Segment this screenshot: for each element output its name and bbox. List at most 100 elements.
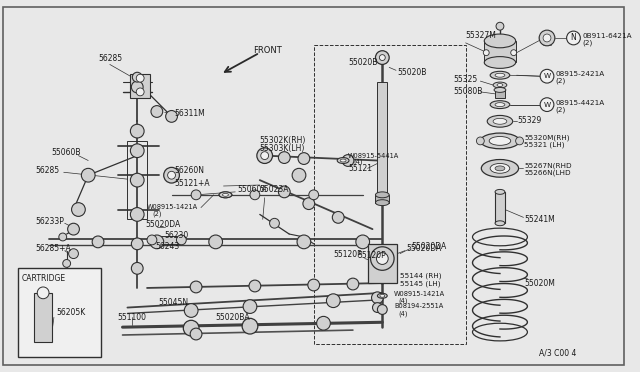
Circle shape — [543, 34, 551, 42]
Circle shape — [278, 152, 290, 163]
Text: 55302K(RH): 55302K(RH) — [260, 137, 306, 145]
Text: (4): (4) — [353, 158, 362, 165]
Circle shape — [249, 280, 260, 292]
Ellipse shape — [487, 115, 513, 127]
Text: FRONT: FRONT — [253, 46, 282, 55]
Text: 55325: 55325 — [453, 75, 477, 84]
Circle shape — [269, 218, 280, 228]
Ellipse shape — [495, 189, 505, 194]
Circle shape — [292, 169, 306, 182]
Circle shape — [132, 72, 142, 82]
Circle shape — [483, 50, 489, 56]
Ellipse shape — [219, 192, 232, 198]
Ellipse shape — [340, 159, 346, 162]
Circle shape — [168, 171, 175, 179]
Text: 56260N: 56260N — [175, 166, 205, 175]
Circle shape — [131, 124, 144, 138]
Circle shape — [131, 238, 143, 250]
Text: 08915-2421A: 08915-2421A — [556, 71, 605, 77]
Text: 55145 (LH): 55145 (LH) — [400, 281, 440, 287]
Text: 55320M(RH): 55320M(RH) — [524, 135, 570, 141]
Circle shape — [516, 137, 524, 145]
Text: 55267N(RHD: 55267N(RHD — [524, 162, 572, 169]
Text: (4): (4) — [398, 298, 408, 304]
Circle shape — [378, 305, 387, 314]
Circle shape — [511, 50, 516, 56]
Text: (4): (4) — [398, 310, 408, 317]
Text: 55120P: 55120P — [333, 250, 362, 259]
Circle shape — [190, 328, 202, 340]
Text: 56285+A: 56285+A — [35, 244, 71, 253]
Text: 55144 (RH): 55144 (RH) — [400, 273, 442, 279]
Circle shape — [540, 69, 554, 83]
Circle shape — [63, 260, 70, 267]
Ellipse shape — [497, 84, 503, 87]
Text: 55329: 55329 — [518, 116, 542, 125]
Text: 56285: 56285 — [98, 54, 122, 63]
Bar — [35, 293, 52, 342]
Ellipse shape — [490, 101, 509, 109]
Text: 551100: 551100 — [118, 313, 147, 322]
Circle shape — [150, 235, 164, 249]
Text: 55020DA: 55020DA — [407, 244, 442, 253]
Text: 55020B: 55020B — [397, 68, 426, 77]
Circle shape — [257, 148, 273, 163]
Text: 55023A: 55023A — [260, 185, 289, 195]
Text: 55060A: 55060A — [237, 185, 267, 195]
Text: 56233P: 56233P — [35, 217, 64, 226]
Ellipse shape — [484, 57, 516, 68]
Circle shape — [37, 287, 49, 299]
Circle shape — [476, 137, 484, 145]
Circle shape — [376, 51, 389, 64]
Ellipse shape — [495, 166, 505, 171]
Text: W08915-1421A: W08915-1421A — [394, 291, 445, 297]
Circle shape — [68, 249, 79, 259]
Text: (2): (2) — [556, 106, 566, 113]
Text: W: W — [544, 102, 551, 108]
Circle shape — [136, 88, 144, 96]
Text: 55121+A: 55121+A — [175, 179, 210, 187]
Circle shape — [496, 22, 504, 30]
Bar — [376, 195, 389, 203]
Ellipse shape — [495, 221, 505, 226]
Ellipse shape — [494, 87, 506, 92]
Circle shape — [371, 247, 394, 270]
Circle shape — [209, 235, 223, 249]
Ellipse shape — [489, 137, 511, 145]
Bar — [495, 90, 505, 98]
Circle shape — [131, 263, 143, 274]
Ellipse shape — [378, 294, 387, 298]
Text: N: N — [570, 33, 576, 42]
Text: (2): (2) — [582, 40, 593, 46]
Circle shape — [372, 292, 383, 304]
Text: 55045N: 55045N — [159, 298, 189, 307]
Bar — [131, 74, 150, 98]
Circle shape — [72, 203, 85, 217]
Circle shape — [308, 190, 319, 200]
Text: 56311M: 56311M — [175, 109, 205, 118]
Circle shape — [380, 55, 385, 61]
Circle shape — [131, 144, 144, 158]
Text: 08915-4421A: 08915-4421A — [556, 100, 605, 106]
Circle shape — [190, 281, 202, 293]
Circle shape — [317, 316, 330, 330]
Text: 55060B: 55060B — [51, 148, 81, 157]
Text: 0B911-6421A: 0B911-6421A — [582, 33, 632, 39]
Text: (2): (2) — [556, 78, 566, 84]
Bar — [18, 268, 101, 357]
Text: CARTRIDGE: CARTRIDGE — [22, 274, 66, 283]
Circle shape — [68, 223, 79, 235]
Text: 55120P: 55120P — [358, 251, 387, 260]
Circle shape — [136, 74, 144, 82]
Ellipse shape — [376, 200, 389, 206]
Circle shape — [356, 235, 369, 249]
Circle shape — [164, 167, 179, 183]
Circle shape — [539, 30, 555, 46]
Ellipse shape — [337, 158, 349, 163]
Bar — [367, 244, 397, 283]
Circle shape — [183, 320, 199, 336]
Ellipse shape — [376, 192, 389, 198]
Ellipse shape — [481, 160, 518, 177]
Bar — [495, 192, 505, 223]
Circle shape — [243, 300, 257, 314]
